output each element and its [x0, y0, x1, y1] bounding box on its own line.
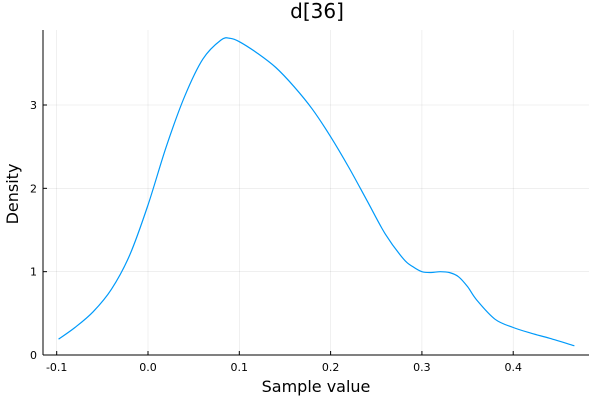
y-tick-label: 2: [30, 182, 37, 195]
density-line: [58, 37, 575, 347]
x-tick-label: 0.0: [139, 361, 157, 374]
series-group: [58, 37, 575, 347]
x-tick-label: -0.1: [46, 361, 67, 374]
chart-title: d[36]: [290, 0, 344, 23]
y-tick-label: 0: [30, 349, 37, 362]
y-axis-ticks: 0 1 2 3: [30, 99, 47, 362]
y-axis-label: Density: [3, 164, 22, 225]
y-tick-label: 3: [30, 99, 37, 112]
x-tick-label: 0.4: [504, 361, 522, 374]
x-axis-label: Sample value: [262, 377, 371, 396]
axes: [42, 30, 589, 356]
y-tick-label: 1: [30, 266, 37, 279]
x-axis-ticks: -0.1 0.0 0.1 0.2 0.3 0.4: [46, 351, 522, 374]
x-tick-label: 0.2: [322, 361, 340, 374]
x-tick-label: 0.3: [413, 361, 431, 374]
grid-lines: [43, 30, 589, 356]
x-tick-label: 0.1: [231, 361, 249, 374]
